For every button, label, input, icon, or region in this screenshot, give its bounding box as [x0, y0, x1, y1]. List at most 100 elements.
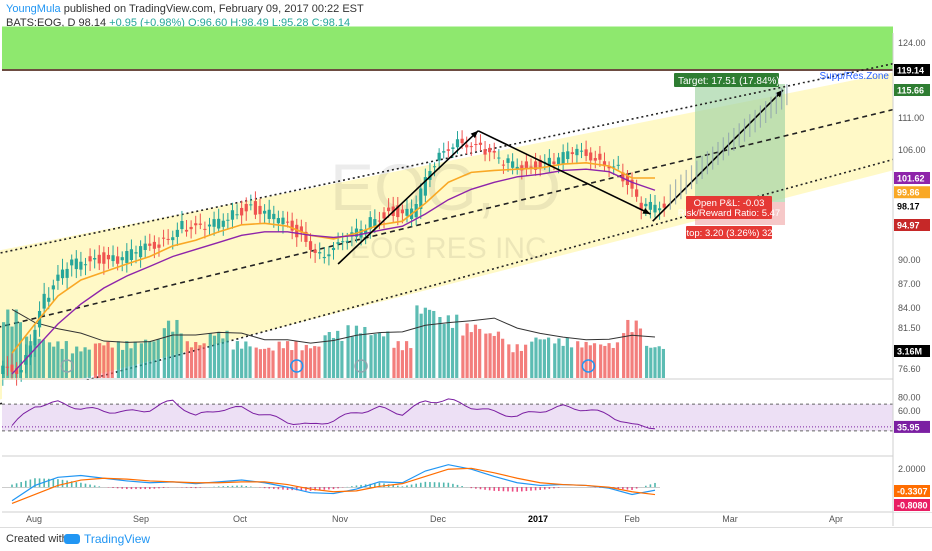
candle-body — [111, 255, 115, 262]
candle-body — [428, 171, 432, 180]
volume-bar — [530, 341, 534, 378]
volume-bar — [139, 343, 143, 378]
candle-body — [93, 258, 97, 260]
volume-bar — [515, 344, 519, 378]
volume-bar — [359, 333, 363, 378]
time-tick-label: Aug — [26, 514, 42, 524]
symbol-label[interactable]: BATS:EOG, D — [6, 17, 76, 29]
channel-mid-line — [0, 108, 894, 328]
rsi-value-label-tag — [894, 420, 930, 433]
candle-body — [157, 244, 161, 248]
candle-body — [272, 213, 276, 220]
candle-body — [83, 264, 88, 266]
candle-body — [423, 177, 427, 196]
price-change: +0.95 (+0.98%) — [109, 17, 185, 29]
candle-body — [474, 144, 478, 146]
volume-bar — [557, 338, 561, 378]
volume-bar — [106, 341, 110, 378]
volume-bar — [179, 333, 183, 378]
macd-value-label-tag — [894, 485, 930, 497]
impulse-arrow-up-head — [470, 130, 479, 139]
candle-body — [644, 203, 648, 207]
candle-body — [106, 254, 111, 260]
volume-bar — [634, 320, 638, 378]
volume-bar — [455, 314, 459, 378]
volume-bar — [649, 347, 653, 378]
candle-body — [28, 345, 32, 358]
candle-body — [226, 219, 230, 221]
volume-bar — [313, 346, 317, 378]
price-tick-label: 81.50 — [898, 323, 921, 333]
volume-bar — [121, 349, 125, 378]
volume-bar — [87, 349, 91, 378]
candle-body — [60, 269, 65, 279]
candle-body — [364, 229, 368, 235]
candle-body — [331, 247, 336, 251]
macd-value-label: -0.3307 — [897, 487, 928, 497]
volume-bar — [354, 325, 359, 378]
candle-body — [139, 246, 143, 258]
volume-bar — [235, 341, 240, 378]
volume-bar — [6, 309, 10, 378]
candle-body — [285, 221, 290, 223]
candle-body — [189, 226, 193, 230]
created-with-text: Created with — [6, 533, 68, 545]
candle-body — [322, 256, 326, 259]
volume-bar — [14, 309, 18, 378]
volume-bar — [244, 341, 248, 378]
candle-body — [171, 237, 175, 241]
candle-body — [469, 146, 473, 148]
candle-body — [488, 147, 492, 153]
candle-body — [102, 252, 106, 264]
rsi-tick-label: 60.00 — [898, 406, 921, 416]
candle-body — [419, 188, 423, 209]
volume-bar — [340, 340, 344, 378]
volume-bar — [267, 347, 271, 378]
channel-lower-line — [0, 158, 894, 405]
author-link[interactable]: YoungMula — [6, 3, 61, 15]
impulse-arrow-up — [337, 130, 479, 265]
candle-body — [635, 189, 639, 197]
volume-bar — [615, 342, 620, 378]
volume-bar — [308, 348, 313, 378]
candle-body — [304, 231, 308, 242]
volume-bar — [553, 343, 557, 378]
symbol-info: BATS:EOG, D 98.14 +0.95 (+0.98%) O:96.60… — [6, 17, 350, 29]
volume-bar — [501, 338, 505, 378]
candle-body — [341, 241, 345, 243]
macd-line — [11, 464, 656, 502]
candle-body — [51, 285, 55, 290]
candle-body — [125, 251, 129, 263]
volume-bar — [281, 348, 285, 378]
candle-body — [602, 161, 607, 167]
tradingview-logo[interactable]: TradingView — [64, 532, 150, 546]
volume-bar — [369, 335, 373, 378]
candle-body — [662, 203, 666, 208]
candle-body — [497, 157, 501, 159]
candle-body — [442, 151, 446, 153]
candle-body — [648, 201, 653, 210]
candle-body — [529, 166, 533, 168]
event-marker — [354, 359, 368, 373]
candle-body — [258, 205, 262, 215]
volume-bar — [346, 325, 350, 378]
volume-bar — [152, 341, 156, 378]
volume-bar — [592, 343, 597, 378]
volume-bar — [202, 343, 206, 378]
watermark-name: EOG RES INC — [350, 232, 547, 265]
candle-body — [492, 150, 496, 153]
candle-body — [249, 204, 253, 206]
candle-body — [653, 204, 657, 213]
candle-body — [327, 254, 331, 257]
candle-body — [639, 202, 643, 210]
candle-body — [377, 220, 382, 222]
candle-body — [79, 261, 83, 270]
signal-line — [11, 467, 656, 505]
volume-bar — [478, 328, 482, 378]
candle-body — [1, 365, 5, 375]
candle-body — [290, 220, 294, 231]
candle-body — [579, 150, 584, 152]
candle-body — [148, 243, 152, 246]
target-label-box — [674, 73, 779, 87]
